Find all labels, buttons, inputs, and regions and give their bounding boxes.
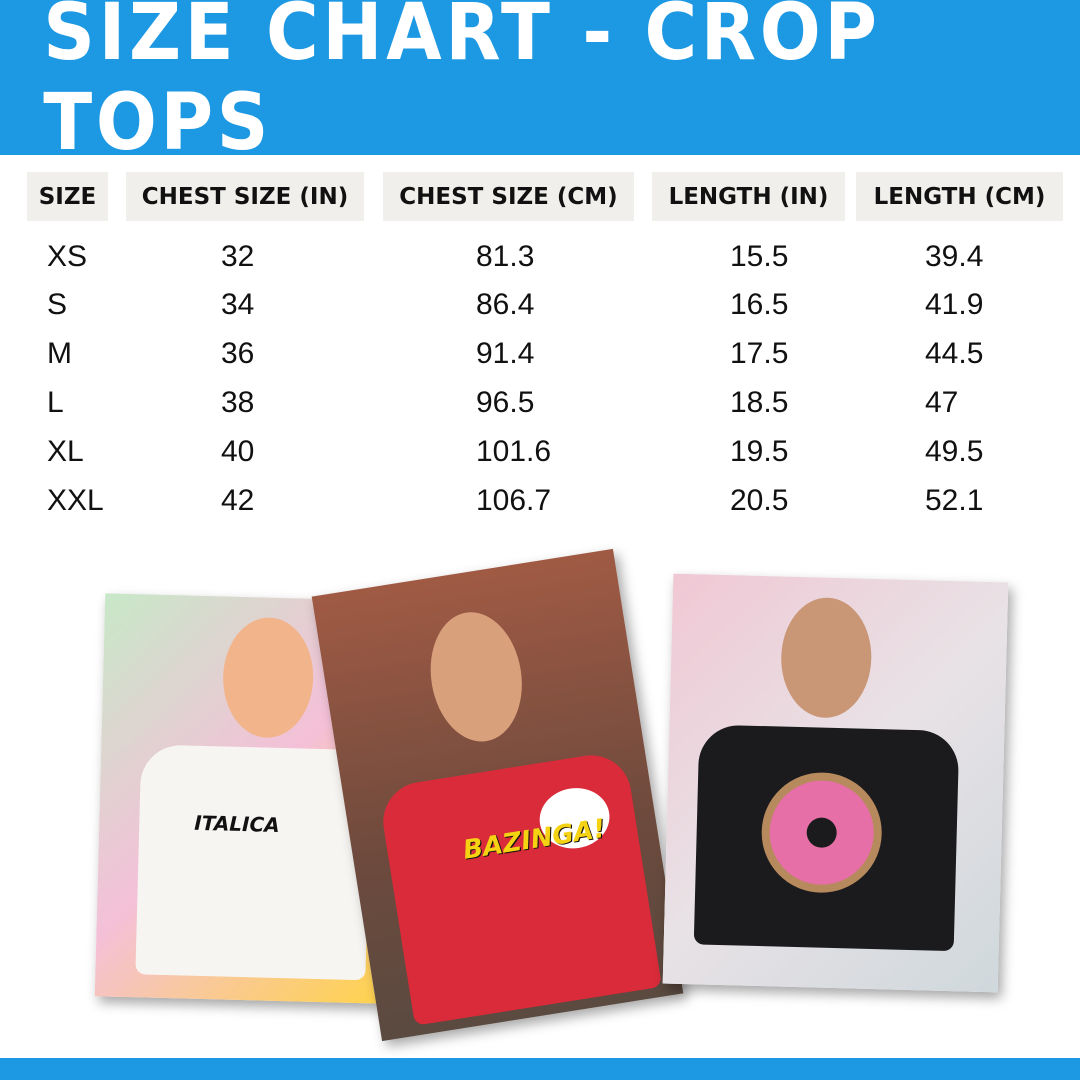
table-cell: 18.5 bbox=[730, 386, 789, 419]
table-cell: XL bbox=[47, 435, 84, 468]
shirt-print-italica: ITALICA bbox=[194, 810, 280, 837]
table-cell: L bbox=[47, 386, 64, 419]
table-cell: 106.7 bbox=[476, 484, 552, 517]
table-cell: 16.5 bbox=[730, 288, 789, 321]
table-cell: 41.9 bbox=[925, 288, 984, 321]
table-cell: 42 bbox=[221, 484, 255, 517]
column-header: SIZE bbox=[27, 172, 108, 221]
footer-bar bbox=[0, 1058, 1080, 1080]
table-cell: 19.5 bbox=[730, 435, 789, 468]
table-cell: 49.5 bbox=[925, 435, 984, 468]
table-cell: 91.4 bbox=[476, 337, 535, 370]
table-cell: 47 bbox=[925, 386, 959, 419]
column-header: LENGTH (CM) bbox=[856, 172, 1063, 221]
table-cell: 17.5 bbox=[730, 337, 789, 370]
table-cell: 36 bbox=[221, 337, 255, 370]
table-cell: 40 bbox=[221, 435, 255, 468]
table-cell: S bbox=[47, 288, 68, 321]
table-cell: XS bbox=[47, 240, 88, 273]
page-title: SIZE CHART - CROP TOPS bbox=[43, 0, 881, 168]
table-cell: 81.3 bbox=[476, 240, 535, 273]
title-banner: SIZE CHART - CROP TOPS bbox=[0, 0, 1080, 168]
table-cell: 101.6 bbox=[476, 435, 552, 468]
table-cell: 38 bbox=[221, 386, 255, 419]
table-cell: 34 bbox=[221, 288, 255, 321]
table-cell: 15.5 bbox=[730, 240, 789, 273]
table-cell: XXL bbox=[47, 484, 104, 517]
table-cell: 32 bbox=[221, 240, 255, 273]
table-cell: 52.1 bbox=[925, 484, 984, 517]
column-header: CHEST SIZE (CM) bbox=[383, 172, 634, 221]
table-cell: M bbox=[47, 337, 72, 370]
table-cell: 20.5 bbox=[730, 484, 789, 517]
table-cell: 44.5 bbox=[925, 337, 984, 370]
table-cell: 96.5 bbox=[476, 386, 535, 419]
column-header: CHEST SIZE (IN) bbox=[126, 172, 364, 221]
column-header: LENGTH (IN) bbox=[652, 172, 845, 221]
table-cell: 86.4 bbox=[476, 288, 535, 321]
table-cell: 39.4 bbox=[925, 240, 984, 273]
photo-black-crop-top bbox=[662, 573, 1009, 993]
